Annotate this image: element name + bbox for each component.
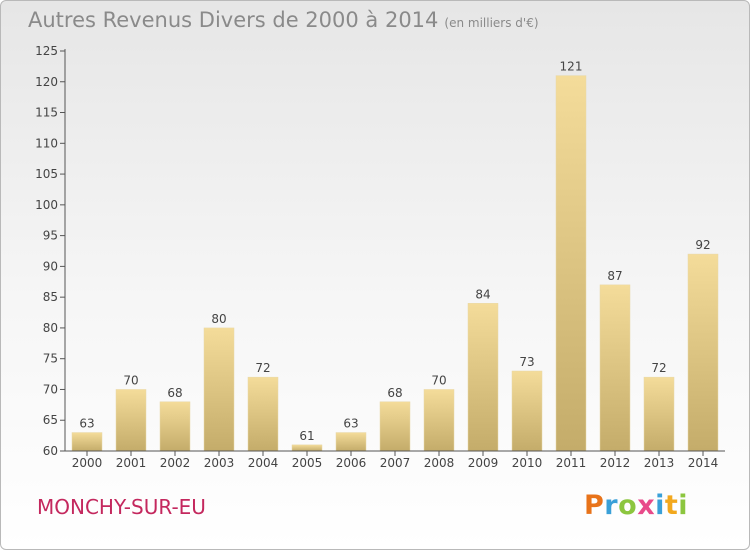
y-tick-label: 120 bbox=[35, 75, 58, 89]
proxiti-logo: Proxiti bbox=[584, 490, 688, 521]
x-tick-label: 2007 bbox=[380, 456, 411, 470]
value-label: 61 bbox=[299, 429, 314, 443]
bar-2010 bbox=[511, 370, 543, 452]
y-tick-label: 65 bbox=[43, 413, 58, 427]
bar-2004 bbox=[247, 376, 279, 452]
value-label: 63 bbox=[79, 417, 94, 431]
bar-2000 bbox=[71, 432, 103, 452]
x-tick-label: 2012 bbox=[600, 456, 631, 470]
y-tick-label: 100 bbox=[35, 198, 58, 212]
bar-2003 bbox=[203, 327, 235, 452]
y-tick-label: 105 bbox=[35, 167, 58, 181]
logo-letter: r bbox=[604, 490, 619, 521]
value-label: 80 bbox=[211, 312, 226, 326]
x-tick-label: 2014 bbox=[688, 456, 719, 470]
y-tick-label: 125 bbox=[35, 44, 58, 58]
y-tick-label: 90 bbox=[43, 259, 58, 273]
value-label: 92 bbox=[695, 238, 710, 252]
x-tick-label: 2001 bbox=[116, 456, 147, 470]
x-tick-label: 2008 bbox=[424, 456, 455, 470]
logo-letter: o bbox=[618, 490, 638, 521]
bar-2014 bbox=[687, 253, 719, 452]
x-tick-label: 2011 bbox=[556, 456, 587, 470]
bar-2013 bbox=[643, 376, 675, 452]
axes-group: 60 65 70 75 80 85 90 95 100 105 110 115 120 125 63 2000… bbox=[35, 44, 725, 470]
logo-letter: t bbox=[664, 490, 679, 521]
logo-letter: i bbox=[678, 490, 689, 521]
bar-2008 bbox=[423, 389, 455, 452]
value-label: 72 bbox=[255, 361, 270, 375]
x-tick-label: 2010 bbox=[512, 456, 543, 470]
bar-2001 bbox=[115, 389, 147, 452]
y-tick-label: 75 bbox=[43, 352, 58, 366]
x-tick-label: 2000 bbox=[72, 456, 103, 470]
value-label: 63 bbox=[343, 417, 358, 431]
y-tick-label: 70 bbox=[43, 382, 58, 396]
value-label: 87 bbox=[607, 269, 622, 283]
bar-2005 bbox=[291, 444, 323, 452]
x-tick-label: 2002 bbox=[160, 456, 191, 470]
bar-2009 bbox=[467, 303, 499, 452]
y-tick-label: 60 bbox=[43, 444, 58, 458]
chart-subtitle: (en milliers d'€) bbox=[444, 16, 539, 30]
x-tick-label: 2004 bbox=[248, 456, 279, 470]
y-tick-label: 95 bbox=[43, 229, 58, 243]
chart-title-text: Autres Revenus Divers de 2000 à 2014 bbox=[28, 8, 439, 32]
x-tick-label: 2009 bbox=[468, 456, 499, 470]
city-name: MONCHY-SUR-EU bbox=[37, 495, 206, 519]
value-label: 121 bbox=[560, 60, 583, 74]
value-label: 70 bbox=[123, 373, 138, 387]
value-label: 84 bbox=[475, 287, 490, 301]
value-label: 68 bbox=[387, 386, 402, 400]
value-label: 73 bbox=[519, 355, 534, 369]
logo-letter: i bbox=[655, 490, 665, 521]
value-label: 72 bbox=[651, 361, 666, 375]
chart-title: Autres Revenus Divers de 2000 à 2014 (en … bbox=[28, 8, 539, 32]
logo-letter: x bbox=[637, 490, 656, 521]
bar-2006 bbox=[335, 432, 367, 452]
logo-letter: P bbox=[584, 490, 605, 521]
value-label: 68 bbox=[167, 386, 182, 400]
x-tick-label: 2006 bbox=[336, 456, 367, 470]
bar-2012 bbox=[599, 284, 631, 452]
x-tick-label: 2003 bbox=[204, 456, 235, 470]
bar-2002 bbox=[159, 401, 191, 452]
y-tick-label: 85 bbox=[43, 290, 58, 304]
y-tick-label: 80 bbox=[43, 321, 58, 335]
y-tick-label: 110 bbox=[35, 136, 58, 150]
x-tick-label: 2013 bbox=[644, 456, 675, 470]
x-tick-label: 2005 bbox=[292, 456, 323, 470]
bars-group bbox=[71, 75, 719, 452]
bar-2011 bbox=[555, 75, 587, 452]
y-tick-label: 115 bbox=[35, 106, 58, 120]
value-label: 70 bbox=[431, 373, 446, 387]
bar-2007 bbox=[379, 401, 411, 452]
